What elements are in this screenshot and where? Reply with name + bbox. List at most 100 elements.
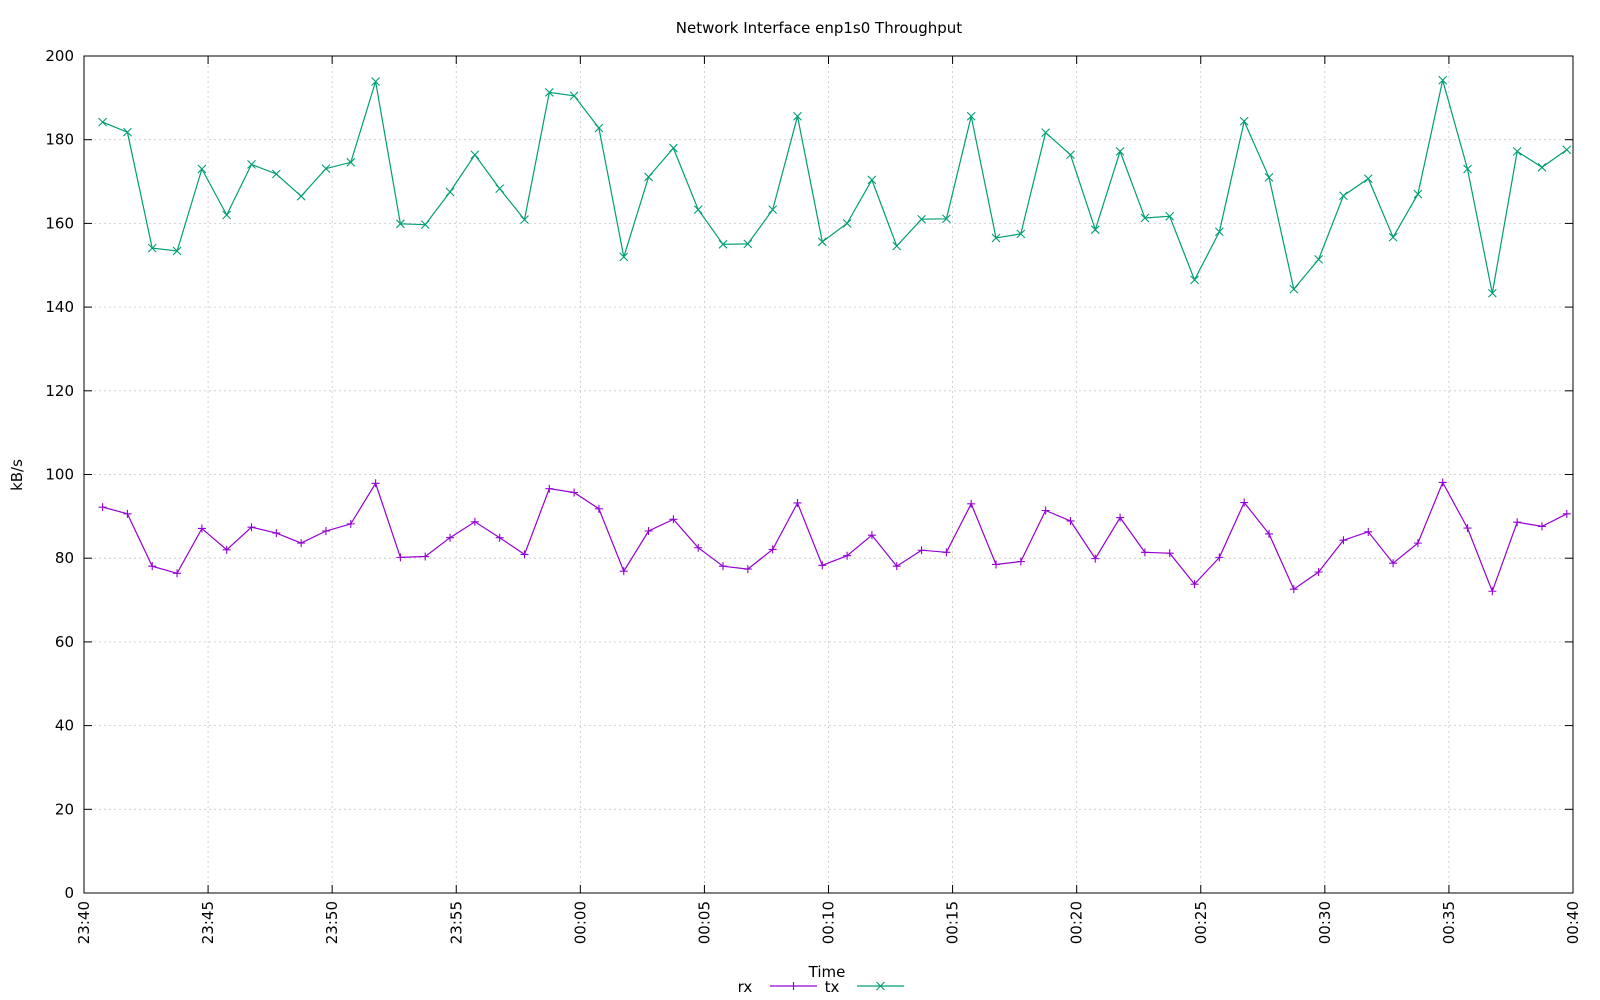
data-point-tx <box>445 187 455 197</box>
x-tick-label: 23:40 <box>75 901 93 944</box>
data-point-rx <box>694 543 703 552</box>
x-tick-label: 23:45 <box>199 901 217 944</box>
x-tick-label: 00:00 <box>571 901 589 944</box>
data-point-rx <box>768 545 777 554</box>
x-tick-label: 00:15 <box>944 901 962 944</box>
data-point-rx <box>321 526 330 535</box>
data-point-tx <box>1016 229 1026 239</box>
data-point-rx <box>967 499 976 508</box>
data-point-tx <box>619 252 629 262</box>
data-point-rx <box>594 504 603 513</box>
data-point-tx <box>991 233 1001 243</box>
data-point-tx <box>669 143 678 153</box>
data-point-rx <box>1513 518 1522 527</box>
data-point-rx <box>1215 553 1224 562</box>
data-point-rx <box>272 529 281 538</box>
data-point-rx <box>1289 585 1298 594</box>
data-point-tx <box>1388 232 1398 242</box>
data-point-tx <box>222 210 232 220</box>
data-point-tx <box>1066 150 1075 160</box>
y-tick-label: 0 <box>64 884 74 902</box>
y-tick-label: 160 <box>45 214 74 232</box>
data-point-tx <box>718 239 728 249</box>
data-point-tx <box>793 111 802 121</box>
data-point-tx <box>842 219 852 228</box>
data-point-rx <box>446 533 455 542</box>
data-point-tx <box>1140 213 1150 223</box>
y-tick-label: 20 <box>55 800 74 818</box>
data-point-rx <box>1562 509 1571 518</box>
data-point-rx <box>1041 506 1050 515</box>
legend-label-tx: tx <box>825 978 840 996</box>
data-point-tx <box>147 243 157 253</box>
data-point-tx <box>197 164 207 174</box>
data-point-rx <box>570 488 579 497</box>
data-point-tx <box>1090 225 1100 235</box>
data-point-tx <box>1537 162 1547 172</box>
y-tick-label: 140 <box>45 298 74 316</box>
data-point-rx <box>197 524 206 533</box>
data-point-rx <box>1066 516 1075 525</box>
data-point-rx <box>396 553 405 562</box>
data-point-tx <box>1314 255 1324 264</box>
data-point-tx <box>693 205 703 214</box>
data-point-tx <box>743 239 753 249</box>
chart-title: Network Interface enp1s0 Throughput <box>676 19 962 37</box>
data-point-tx <box>892 241 902 251</box>
data-point-rx <box>793 498 802 507</box>
data-point-tx <box>966 111 976 121</box>
x-axis-label: Time <box>808 963 846 981</box>
data-point-tx <box>1165 211 1175 221</box>
data-point-rx <box>1364 527 1373 536</box>
grid <box>84 56 1573 893</box>
data-point-tx <box>768 205 778 214</box>
data-point-tx <box>1413 189 1423 199</box>
legend-marker-rx <box>789 982 798 990</box>
y-tick-label: 80 <box>55 549 74 567</box>
x-tick-label: 00:25 <box>1192 901 1210 944</box>
data-point-tx <box>495 184 505 194</box>
data-point-rx <box>148 562 157 571</box>
y-axis: 0 20 40 60 80 100 120 140 160 180 200 <box>45 47 1573 902</box>
data-point-rx <box>421 552 430 561</box>
data-point-tx <box>544 88 554 97</box>
legend-label-rx: rx <box>738 978 753 996</box>
data-point-tx <box>271 169 281 179</box>
data-point-tx <box>172 246 182 256</box>
data-point-rx <box>1116 513 1125 522</box>
data-point-tx <box>917 214 926 224</box>
data-point-rx <box>1463 524 1472 533</box>
series-rx <box>98 478 1571 596</box>
data-point-tx <box>817 237 827 247</box>
data-point-tx <box>1264 172 1274 182</box>
data-point-rx <box>495 533 504 542</box>
data-point-rx <box>1016 557 1025 566</box>
data-point-rx <box>992 560 1001 569</box>
data-point-rx <box>1165 549 1174 558</box>
data-point-tx <box>420 220 430 230</box>
data-point-rx <box>1438 478 1447 487</box>
data-point-rx <box>892 562 901 571</box>
x-tick-label: 00:40 <box>1564 901 1582 944</box>
x-tick-label: 23:50 <box>323 901 341 944</box>
data-point-rx <box>818 561 827 570</box>
data-point-tx <box>1363 174 1373 184</box>
data-point-rx <box>123 509 132 518</box>
data-point-rx <box>1140 548 1149 557</box>
data-point-tx <box>296 191 306 201</box>
data-point-rx <box>297 539 306 548</box>
data-point-tx <box>594 123 604 133</box>
x-tick-label: 00:35 <box>1440 901 1458 944</box>
data-point-tx <box>1339 191 1348 201</box>
series-line-tx <box>102 80 1568 294</box>
data-point-rx <box>619 567 628 576</box>
data-point-tx <box>1512 147 1522 156</box>
data-point-tx <box>1562 145 1572 155</box>
x-tick-label: 00:10 <box>820 901 838 944</box>
data-point-rx <box>1339 536 1348 545</box>
data-point-rx <box>1240 498 1249 507</box>
data-point-tx <box>1463 164 1472 174</box>
data-point-tx <box>1214 227 1224 237</box>
data-point-rx <box>942 548 951 557</box>
